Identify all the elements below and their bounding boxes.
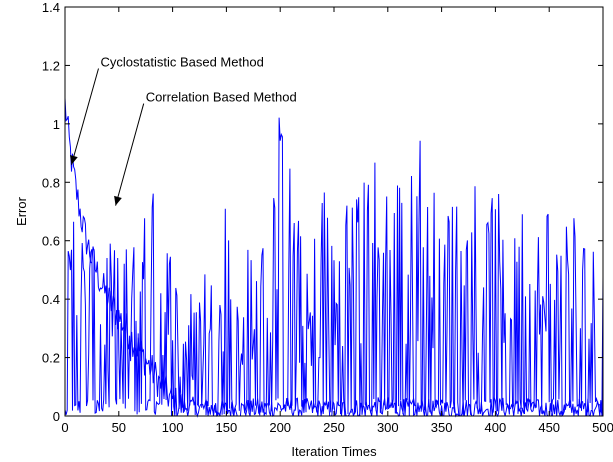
y-tick-label: 1.4 xyxy=(42,0,60,15)
series-cyclostatistic-line xyxy=(64,97,604,418)
series-correlation-line xyxy=(64,117,604,418)
annotation-arrow-line xyxy=(115,103,145,206)
x-tick-label: 250 xyxy=(323,420,345,435)
x-tick-label: 450 xyxy=(538,420,560,435)
annotation-text: Cyclostatistic Based Method xyxy=(101,55,264,70)
y-axis-ticks: 0 0.2 0.4 0.6 0.8 1 1.2 1.4 xyxy=(42,0,603,424)
x-tick-label: 100 xyxy=(162,420,184,435)
x-tick-label: 300 xyxy=(377,420,399,435)
x-tick-label: 350 xyxy=(431,420,453,435)
plot-lines xyxy=(64,97,604,418)
y-tick-label: 0.2 xyxy=(42,351,60,366)
annotation-arrowhead xyxy=(114,195,122,206)
annotation-arrowhead xyxy=(70,155,78,165)
y-tick-label: 0.6 xyxy=(42,234,60,249)
x-tick-label: 150 xyxy=(216,420,238,435)
y-tick-label: 1 xyxy=(53,117,60,132)
x-tick-label: 500 xyxy=(592,420,613,435)
x-axis-label: Iteration Times xyxy=(291,444,377,459)
y-tick-label: 1.2 xyxy=(42,58,60,73)
x-tick-label: 50 xyxy=(112,420,126,435)
x-axis-ticks: 0 50 100 150 200 250 300 350 400 450 500 xyxy=(61,7,613,435)
x-tick-label: 0 xyxy=(61,420,68,435)
y-axis-label: Error xyxy=(14,196,29,226)
annotations: Cyclostatistic Based Method Correlation B… xyxy=(70,55,297,206)
x-tick-label: 400 xyxy=(485,420,507,435)
x-tick-label: 200 xyxy=(269,420,291,435)
y-tick-label: 0.4 xyxy=(42,292,60,307)
y-tick-label: 0.8 xyxy=(42,175,60,190)
annotation-arrow-line xyxy=(70,68,99,165)
y-tick-label: 0 xyxy=(53,409,60,424)
annotation-text: Correlation Based Method xyxy=(146,90,297,105)
